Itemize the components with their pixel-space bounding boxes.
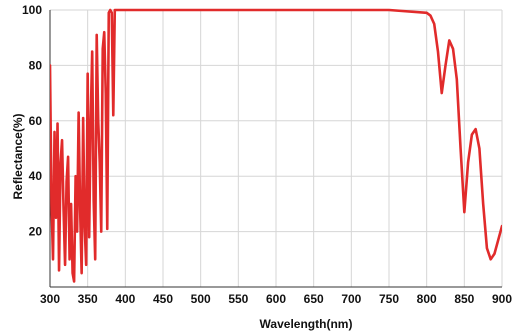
x-tick-label: 350 [78, 292, 98, 306]
x-tick-label: 650 [304, 292, 324, 306]
y-tick-label: 100 [22, 3, 42, 17]
y-tick-label: 40 [29, 169, 43, 183]
x-tick-label: 900 [492, 292, 512, 306]
x-tick-label: 500 [191, 292, 211, 306]
y-tick-label: 80 [29, 58, 43, 72]
x-tick-label: 850 [454, 292, 474, 306]
x-tick-label: 400 [115, 292, 135, 306]
x-axis-title: Wavelength(nm) [260, 317, 353, 331]
x-tick-label: 800 [417, 292, 437, 306]
x-tick-label: 700 [341, 292, 361, 306]
x-tick-label: 750 [379, 292, 399, 306]
x-tick-label: 600 [266, 292, 286, 306]
y-tick-label: 60 [29, 114, 43, 128]
y-tick-label: 20 [29, 225, 43, 239]
x-tick-label: 450 [153, 292, 173, 306]
x-tick-label: 550 [228, 292, 248, 306]
x-tick-label: 300 [40, 292, 60, 306]
series-line [50, 8, 502, 283]
y-axis-title: Reflectance(%) [11, 113, 25, 199]
